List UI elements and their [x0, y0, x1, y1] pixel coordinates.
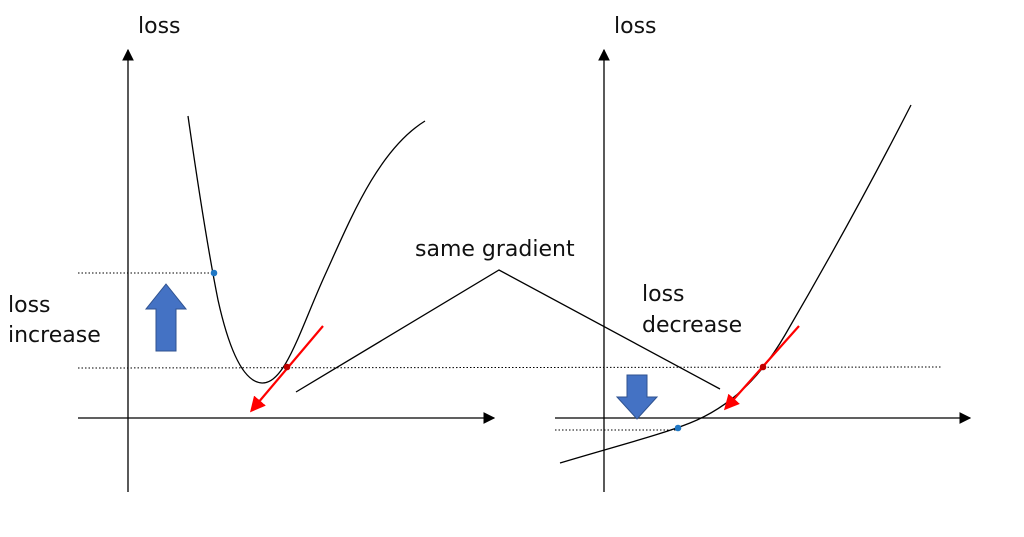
right-y-axis-label: loss [614, 14, 657, 39]
loss-decrease-label-line2: decrease [642, 313, 743, 338]
up-arrow-icon [144, 283, 188, 352]
right-blue-point [674, 424, 682, 432]
shared-lower-level-dotted-line [77, 366, 943, 369]
left-blue-point [210, 269, 218, 277]
right-tangent-point [759, 363, 767, 371]
loss-increase-label-line1: loss [8, 293, 51, 318]
left-loss-curve [187, 115, 426, 384]
loss-decrease-label-line1: loss [642, 282, 685, 307]
left-y-axis-label: loss [138, 14, 181, 39]
down-arrow-icon [615, 374, 659, 420]
right-loss-curve [559, 104, 912, 464]
loss-increase-label-line2: increase [8, 323, 101, 348]
same-gradient-callout-label: same gradient [415, 237, 575, 262]
same-gradient-callout-lines [295, 269, 721, 393]
left-tangent-point [283, 363, 291, 371]
